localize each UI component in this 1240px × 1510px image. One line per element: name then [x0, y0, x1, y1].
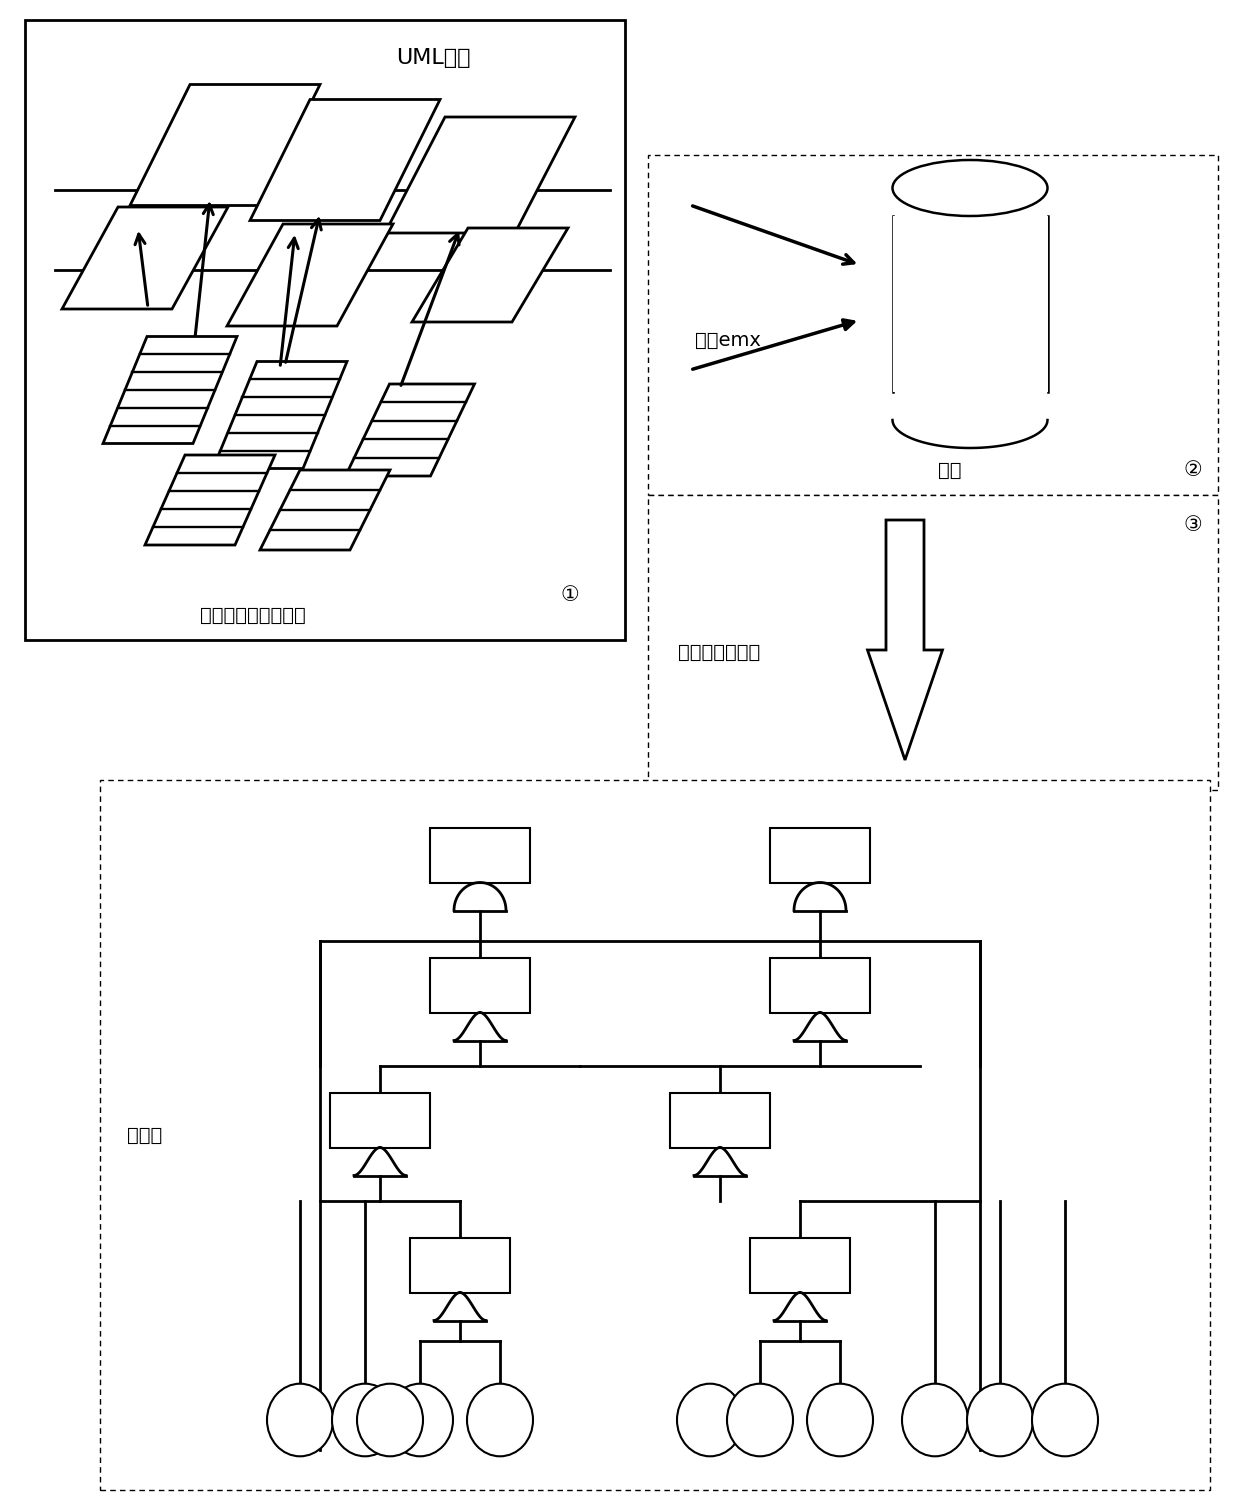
Text: ③: ③ [1184, 515, 1203, 535]
Bar [330, 1093, 430, 1148]
Text: ①: ① [560, 584, 579, 606]
Bar [649, 156, 1218, 495]
Polygon shape [145, 455, 275, 545]
Polygon shape [412, 228, 568, 322]
Bar [750, 1238, 849, 1293]
Ellipse shape [357, 1383, 423, 1456]
Bar [410, 1238, 510, 1293]
Text: UML模型: UML模型 [396, 48, 470, 68]
Ellipse shape [677, 1383, 743, 1456]
Text: 扩展的故障描述语义: 扩展的故障描述语义 [200, 606, 306, 625]
Text: 解析emx: 解析emx [694, 331, 761, 349]
Polygon shape [260, 470, 391, 550]
Polygon shape [103, 337, 237, 444]
Ellipse shape [727, 1383, 794, 1456]
Text: 故障树: 故障树 [128, 1125, 162, 1145]
Bar [770, 957, 870, 1013]
Bar [893, 216, 1048, 393]
Ellipse shape [387, 1383, 453, 1456]
Polygon shape [62, 207, 228, 310]
Bar [25, 20, 625, 640]
Bar [670, 1093, 770, 1148]
Polygon shape [868, 519, 942, 760]
Polygon shape [250, 100, 440, 220]
Ellipse shape [807, 1383, 873, 1456]
Ellipse shape [332, 1383, 398, 1456]
Bar [100, 781, 1210, 1490]
Polygon shape [130, 85, 320, 205]
Text: 数据: 数据 [939, 461, 962, 480]
Polygon shape [384, 116, 575, 233]
Ellipse shape [901, 1383, 968, 1456]
Ellipse shape [893, 160, 1048, 216]
Text: 故障树生成算法: 故障树生成算法 [678, 643, 760, 661]
Ellipse shape [267, 1383, 334, 1456]
Text: ②: ② [1184, 461, 1203, 480]
Bar [770, 827, 870, 882]
Ellipse shape [467, 1383, 533, 1456]
Bar [649, 495, 1218, 790]
Polygon shape [227, 223, 393, 326]
Bar [430, 957, 529, 1013]
Polygon shape [213, 361, 347, 468]
Ellipse shape [1032, 1383, 1097, 1456]
Bar [430, 827, 529, 882]
Polygon shape [346, 384, 475, 476]
Ellipse shape [967, 1383, 1033, 1456]
